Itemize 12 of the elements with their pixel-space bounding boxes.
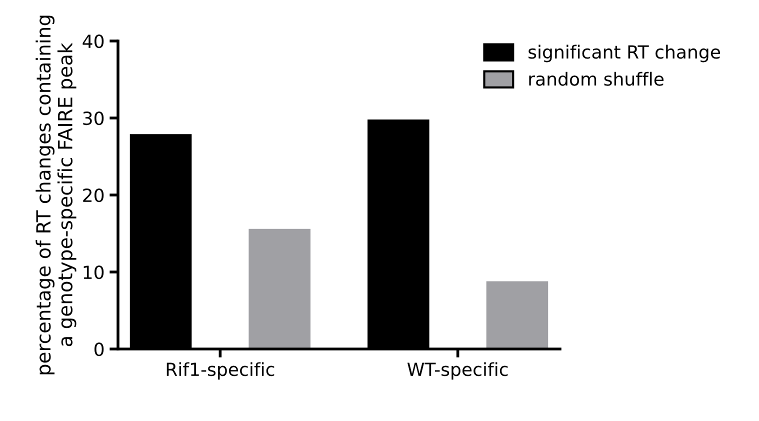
y-tick-label: 40	[82, 34, 104, 48]
y-tick-label: 20	[83, 188, 104, 202]
x-tick-label: WT-specific	[407, 362, 508, 380]
y-tick-label: 10	[84, 265, 104, 280]
bar	[248, 228, 310, 349]
legend-label: significant RT change	[528, 44, 720, 62]
x-tick-label: Rif1-specific	[166, 362, 274, 380]
y-axis-title: percentage of RT changes containing a genotype-specific FAIRE peak	[36, 16, 76, 374]
legend-label: random shuffle	[529, 72, 664, 86]
y-tick-label: 30	[83, 111, 104, 126]
bar	[486, 281, 548, 349]
y-tick-label: 0	[94, 342, 104, 356]
